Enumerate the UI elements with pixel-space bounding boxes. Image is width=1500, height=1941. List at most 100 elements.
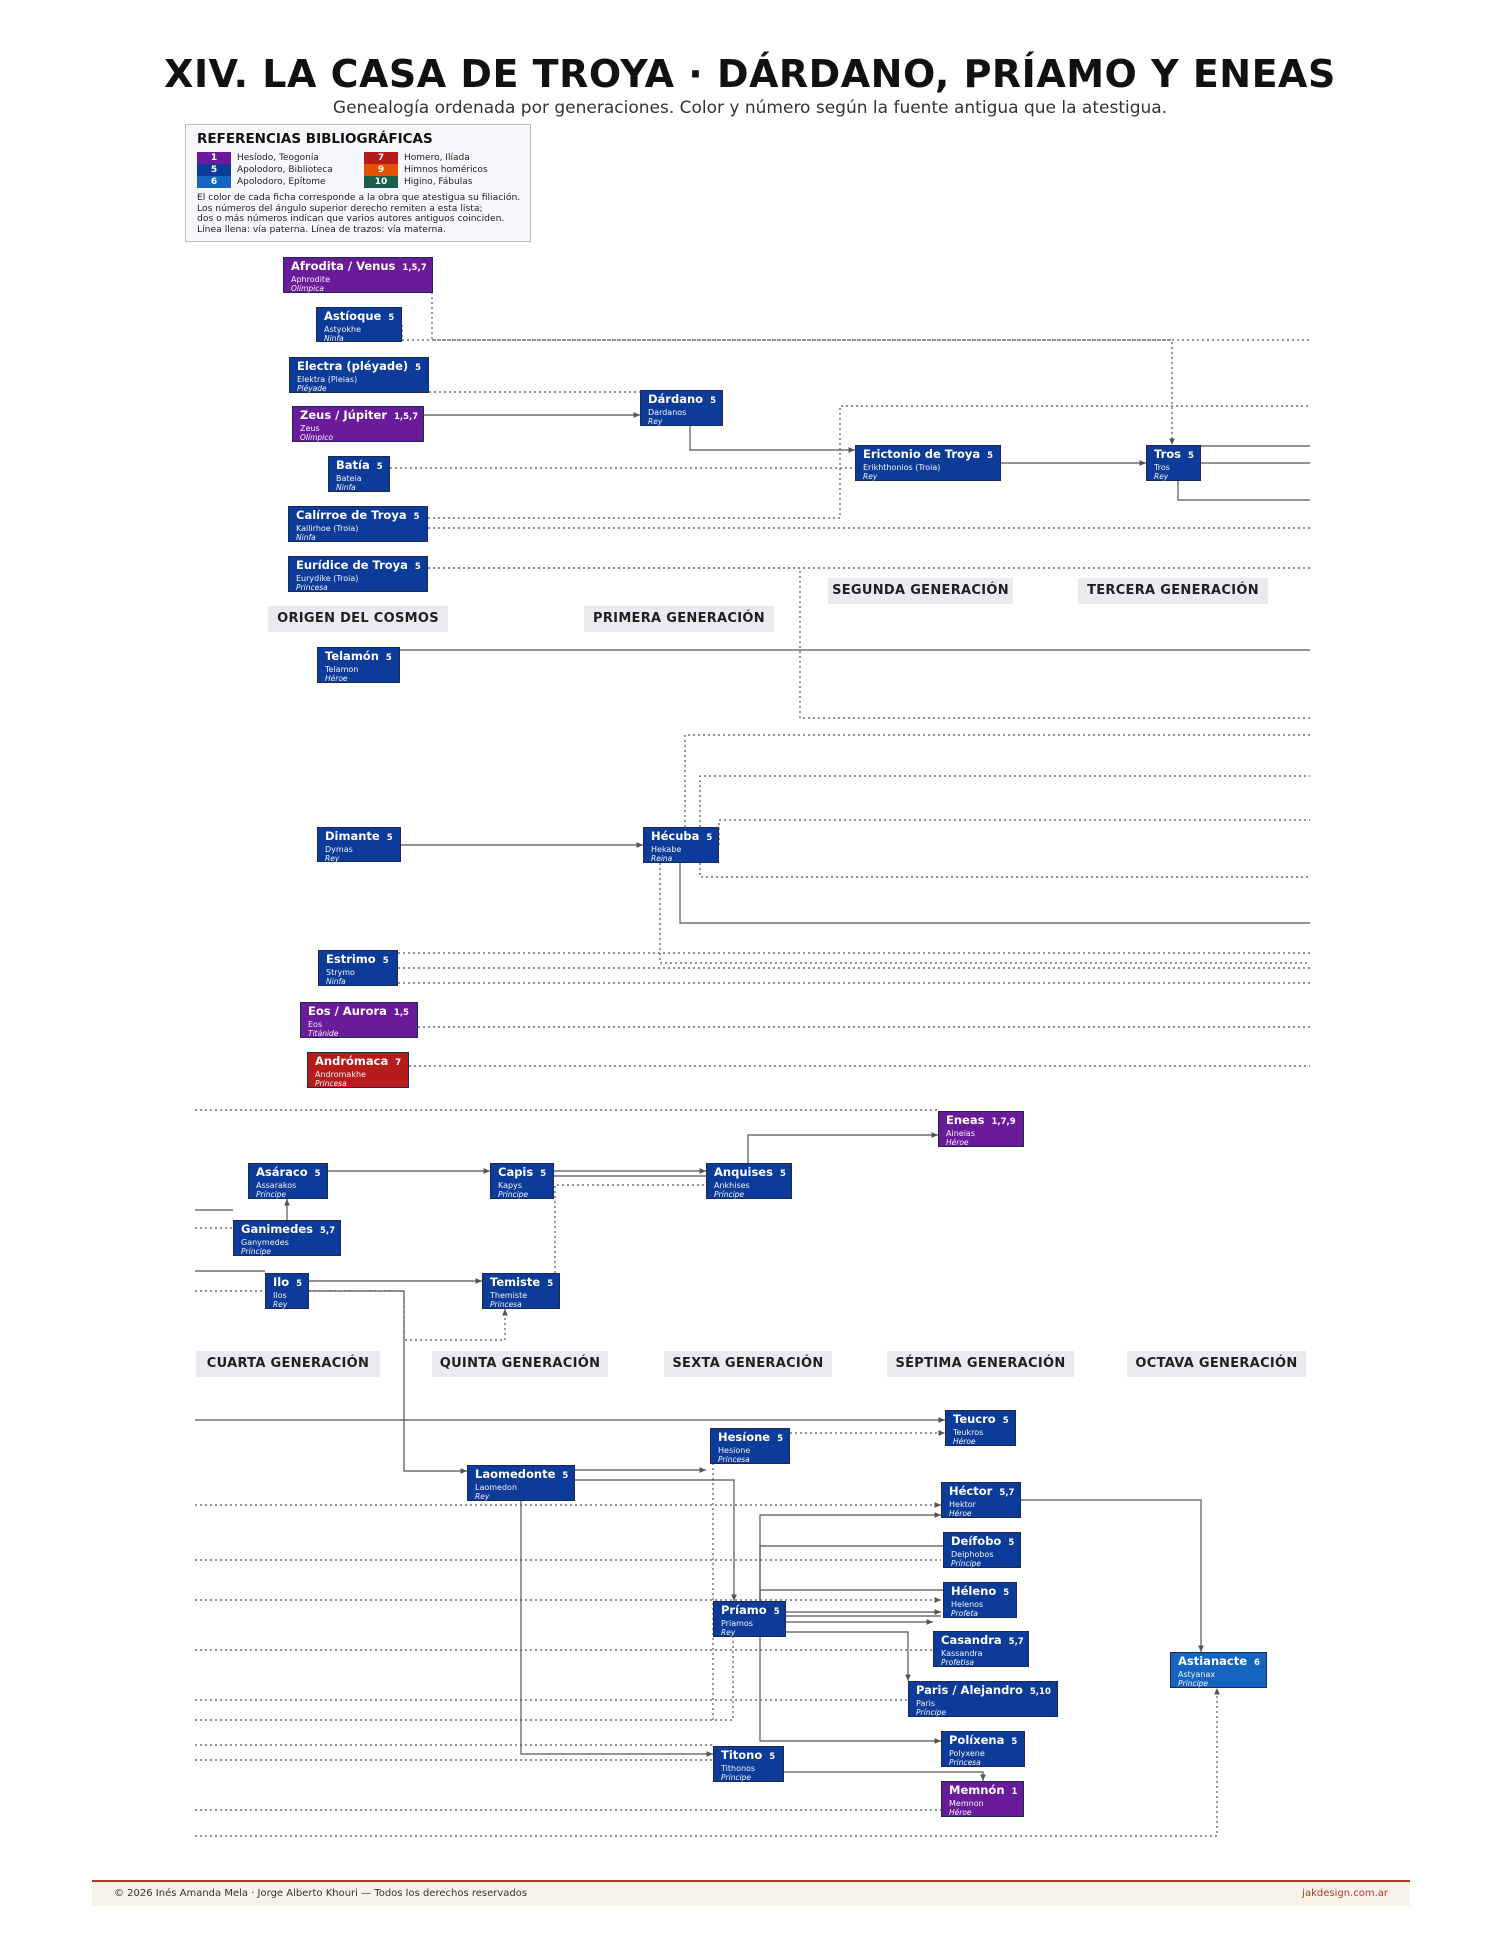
lineage-edge [679,863,1310,924]
source-numbers: 1 [1011,1787,1018,1797]
person-role: Princesa [490,1300,522,1309]
greek-name: Erikhthonios (Troia) [863,463,941,472]
lineage-edge [759,1512,941,1601]
lineage-edge [759,1589,943,1637]
greek-name: Themiste [490,1291,528,1300]
source-numbers: 5 [779,1169,786,1179]
greek-name: Elektra (Pleias) [297,375,358,384]
person-role: Héroe [953,1437,976,1446]
person-name: Batía [336,458,370,472]
person-name: Capis [498,1165,534,1179]
greek-name: Paris [916,1699,936,1708]
person-role: Olímpica [291,284,324,293]
page-subtitle: Genealogía ordenada por generaciones. Co… [332,98,1168,118]
legend-label: Hesíodo, Teogonía [237,153,319,163]
person-node: Políxena 5 Polyxene Princesa [941,1731,1025,1767]
person-name: Tros [1154,447,1181,461]
person-node: Deífobo 5 Deiphobos Príncipe [943,1532,1021,1568]
person-role: Príncipe [714,1190,745,1199]
person-name: Eurídice de Troya [296,558,408,572]
source-numbers: 5,7 [320,1226,336,1236]
person-role: Príncipe [721,1773,752,1782]
source-numbers: 5 [1008,1538,1015,1548]
person-role: Rey [325,854,340,863]
person-role: Héroe [946,1138,969,1147]
person-name: Electra (pléyade) [297,359,409,373]
person-role: Profetisa [941,1658,974,1667]
person-name: Zeus / Júpiter [300,408,387,422]
source-numbers: 5 [296,1279,303,1289]
greek-name: Hektor [949,1500,976,1509]
person-role: Pléyade [297,384,327,393]
person-name: Ganimedes [241,1222,313,1236]
person-name: Memnón [949,1783,1005,1797]
lineage-edge [1021,1499,1204,1652]
legend-label: Higino, Fábulas [404,177,473,187]
greek-name: Ilos [273,1291,287,1300]
greek-name: Hesione [718,1446,751,1455]
person-role: Príncipe [256,1190,287,1199]
source-numbers: 5 [562,1471,569,1481]
person-node: Ilo 5 Ilos Rey [265,1273,309,1309]
person-node: Telamón 5 Telamon Héroe [317,647,400,683]
person-node: Anquises 5 Ankhises Príncipe [706,1163,792,1199]
source-numbers: 5 [1011,1737,1018,1747]
legend-label: Himnos homéricos [404,165,488,175]
person-node: Príamo 5 Priamos Rey [713,1601,786,1637]
source-numbers: 5 [710,396,716,406]
person-node: Erictonio de Troya 5 Erikhthonios (Troia) R… [855,445,1001,481]
lineage-edge [195,1628,736,1721]
source-numbers: 5 [388,313,395,323]
lineage-edge [784,1771,986,1781]
person-node: Eos / Aurora 1,5 Eos Titánide [300,1002,418,1038]
person-role: Ninfa [326,977,346,986]
generation-label: SÉPTIMA GENERACIÓN [887,1351,1074,1377]
person-name: Andrómaca [315,1054,389,1068]
greek-name: Memnon [949,1799,984,1808]
bibliography-legend: REFERENCIAS BIBLIOGRÁFICAS 1 Hesíodo, Te… [185,124,531,242]
greek-name: Assarakos [256,1181,297,1190]
lineage-edge [699,775,1310,827]
lineage-edge [747,1132,938,1163]
greek-name: Deiphobos [951,1550,994,1559]
source-numbers: 5 [1002,1416,1009,1426]
person-name: Eneas [946,1113,985,1127]
person-name: Temiste [490,1275,541,1289]
lineage-edge [718,819,1310,845]
greek-name: Ankhises [714,1181,750,1190]
legend-title: REFERENCIAS BIBLIOGRÁFICAS [197,131,433,147]
person-role: Héroe [949,1808,972,1817]
person-role: Princesa [718,1455,750,1464]
greek-name: Dardanos [648,408,687,417]
person-node: Hécuba 5 Hekabe Reina [643,827,719,863]
legend-note-line: El color de cada ficha corresponde a la … [197,192,521,203]
person-node: Asáraco 5 Assarakos Príncipe [248,1163,328,1199]
person-role: Rey [648,417,663,426]
legend-swatch: 10 [364,176,398,188]
lineage-edge [699,863,1310,878]
person-role: Héroe [949,1509,972,1518]
person-node: Titono 5 Tithonos Príncipe [713,1746,784,1782]
person-node: Memnón 1 Memnon Héroe [941,1781,1024,1817]
person-role: Príncipe [241,1247,272,1256]
person-node: Estrimo 5 Strymo Ninfa [318,950,398,986]
person-node: Andrómaca 7 Andromakhe Princesa [307,1052,409,1088]
person-node: Eneas 1,7,9 Aineias Héroe [938,1111,1024,1147]
legend-swatch: 5 [197,164,231,176]
person-name: Calírroe de Troya [296,508,407,522]
lineage-edge [431,292,1175,445]
legend-swatch: 1 [197,152,231,164]
lineage-edge [1177,481,1310,501]
generation-label: SEGUNDA GENERACIÓN [828,578,1013,604]
person-node: Tros 5 Tros Rey [1146,445,1201,481]
page-title: XIV. LA CASA DE TROYA · DÁRDANO, PRÍAMO … [164,52,1336,96]
source-numbers: 5 [1003,1588,1010,1598]
footer-rule [92,1880,1410,1882]
source-numbers: 5 [414,562,421,572]
person-name: Ilo [273,1275,290,1289]
source-numbers: 7 [395,1058,402,1068]
person-role: Rey [863,472,878,481]
generation-label: ORIGEN DEL COSMOS [268,606,448,632]
source-numbers: 5 [386,833,393,843]
person-name: Dimante [325,829,380,843]
